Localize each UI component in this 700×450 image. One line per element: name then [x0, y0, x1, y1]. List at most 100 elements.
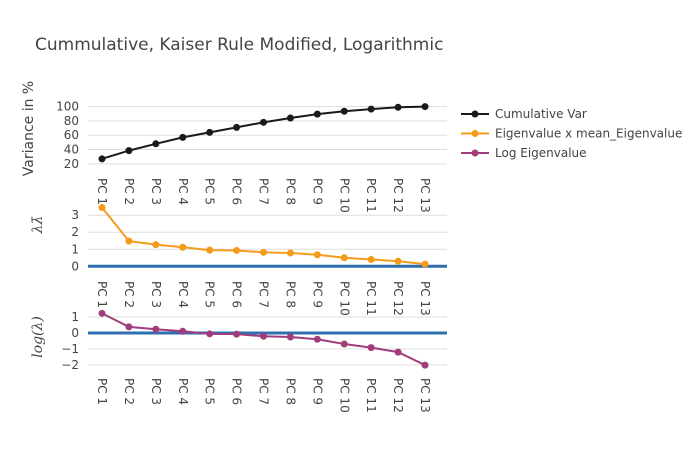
- y-tick-label: 3: [71, 208, 79, 222]
- x-tick-label: PC 10: [337, 281, 351, 316]
- data-point[interactable]: [394, 103, 402, 111]
- data-point[interactable]: [206, 246, 214, 254]
- x-tick-label: PC 13: [418, 178, 432, 213]
- data-point[interactable]: [98, 204, 106, 212]
- data-point[interactable]: [98, 309, 106, 317]
- x-tick-label: PC 9: [310, 378, 324, 405]
- data-point[interactable]: [152, 140, 160, 148]
- data-point[interactable]: [152, 241, 160, 249]
- legend-swatch-marker: [471, 130, 479, 137]
- x-tick-label: PC 3: [149, 281, 163, 308]
- subplot-2: 0 1 2 3 PC 1 PC 2 PC 3 PC 4 PC 5 PC 6 PC 7 PC 8 PC 9…: [30, 204, 447, 316]
- data-point[interactable]: [421, 103, 429, 111]
- y-tick-label: 0: [71, 259, 79, 273]
- data-point[interactable]: [125, 323, 133, 331]
- x-tick-label: PC 12: [391, 378, 405, 413]
- y-tick-label: 1: [71, 242, 79, 256]
- x-tick-label: PC 12: [391, 178, 405, 213]
- x-tick-label: PC 5: [203, 378, 217, 405]
- legend-label: Eigenvalue x mean_Eigenvalue: [495, 127, 682, 141]
- x-tick-label: PC 1: [95, 378, 109, 405]
- x-tick-label: PC 8: [283, 178, 297, 205]
- data-point[interactable]: [394, 257, 402, 265]
- data-point[interactable]: [313, 335, 321, 343]
- y-tick-label: 80: [64, 114, 79, 128]
- x-tick-label: PC 4: [176, 281, 190, 308]
- subplot-3: −2 −1 0 1 PC 1 PC 2 PC 3 PC 4 PC 5 PC 6 PC 7 PC 8 PC…: [30, 309, 447, 413]
- x-tick-label: PC 8: [283, 281, 297, 308]
- x-tick-label: PC 2: [122, 281, 136, 308]
- legend-label: Log Eigenvalue: [495, 146, 587, 160]
- legend-item[interactable]: Log Eigenvalue: [461, 146, 587, 160]
- x-tick-label: PC 11: [364, 378, 378, 413]
- y-axis-label: Variance in %: [21, 81, 37, 176]
- data-point[interactable]: [394, 348, 402, 356]
- x-tick-label: PC 12: [391, 281, 405, 316]
- legend-swatch-marker: [471, 110, 479, 118]
- data-point[interactable]: [286, 333, 294, 341]
- x-tick-label: PC 7: [257, 378, 271, 405]
- x-tick-label: PC 11: [364, 281, 378, 316]
- y-axis-label: λλ̄: [30, 216, 46, 235]
- x-tick-label: PC 13: [418, 378, 432, 413]
- x-tick-label: PC 7: [257, 178, 271, 205]
- data-point[interactable]: [340, 254, 348, 262]
- y-tick-label: 60: [64, 128, 79, 142]
- data-point[interactable]: [125, 237, 133, 245]
- data-point[interactable]: [233, 330, 241, 338]
- data-point[interactable]: [125, 147, 133, 155]
- y-tick-label: 2: [71, 225, 79, 239]
- data-point[interactable]: [233, 246, 241, 254]
- data-point[interactable]: [313, 251, 321, 259]
- y-axis-label: log(λ): [30, 316, 46, 358]
- legend-item[interactable]: Eigenvalue x mean_Eigenvalue: [461, 127, 682, 141]
- data-point[interactable]: [286, 114, 294, 122]
- data-point[interactable]: [367, 255, 375, 263]
- y-tick-label: 1: [71, 310, 79, 324]
- data-point[interactable]: [179, 133, 187, 141]
- legend-swatch-marker: [471, 149, 479, 157]
- x-tick-label: PC 1: [95, 178, 109, 205]
- data-point[interactable]: [340, 107, 348, 115]
- x-tick-label: PC 1: [95, 281, 109, 308]
- data-point[interactable]: [260, 118, 267, 126]
- data-point[interactable]: [421, 361, 429, 369]
- x-tick-label: PC 2: [122, 178, 136, 205]
- x-tick-label: PC 6: [230, 378, 244, 405]
- x-tick-label: PC 4: [176, 178, 190, 205]
- data-point[interactable]: [233, 123, 241, 131]
- data-point[interactable]: [98, 155, 106, 163]
- x-tick-label: PC 4: [176, 378, 190, 405]
- x-tick-label: PC 3: [149, 378, 163, 405]
- x-tick-label: PC 11: [364, 178, 378, 213]
- y-tick-label: −1: [61, 342, 79, 356]
- data-point[interactable]: [367, 105, 375, 113]
- x-tick-label: PC 6: [230, 178, 244, 205]
- y-tick-label: −2: [61, 358, 79, 372]
- x-tick-label: PC 10: [337, 178, 351, 213]
- y-tick-label: 0: [71, 326, 79, 340]
- data-point[interactable]: [313, 110, 321, 118]
- legend[interactable]: Cumulative Var Eigenvalue x mean_Eigenval…: [461, 107, 682, 160]
- x-tick-label: PC 6: [230, 281, 244, 308]
- data-point[interactable]: [367, 344, 375, 352]
- data-point[interactable]: [340, 340, 348, 348]
- data-point[interactable]: [179, 327, 187, 335]
- data-point[interactable]: [206, 330, 214, 338]
- legend-label: Cumulative Var: [495, 107, 587, 121]
- x-tick-label: PC 7: [257, 281, 271, 308]
- x-tick-label: PC 10: [337, 378, 351, 413]
- data-point[interactable]: [421, 260, 429, 268]
- data-point[interactable]: [260, 332, 267, 340]
- y-tick-label: 100: [56, 100, 79, 114]
- x-tick-label: PC 9: [310, 281, 324, 308]
- y-tick-label: 40: [64, 143, 79, 157]
- data-point[interactable]: [206, 128, 214, 136]
- legend-item[interactable]: Cumulative Var: [461, 107, 587, 121]
- data-point[interactable]: [152, 325, 160, 333]
- data-point[interactable]: [286, 249, 294, 257]
- data-point[interactable]: [179, 243, 187, 251]
- data-point[interactable]: [260, 248, 267, 256]
